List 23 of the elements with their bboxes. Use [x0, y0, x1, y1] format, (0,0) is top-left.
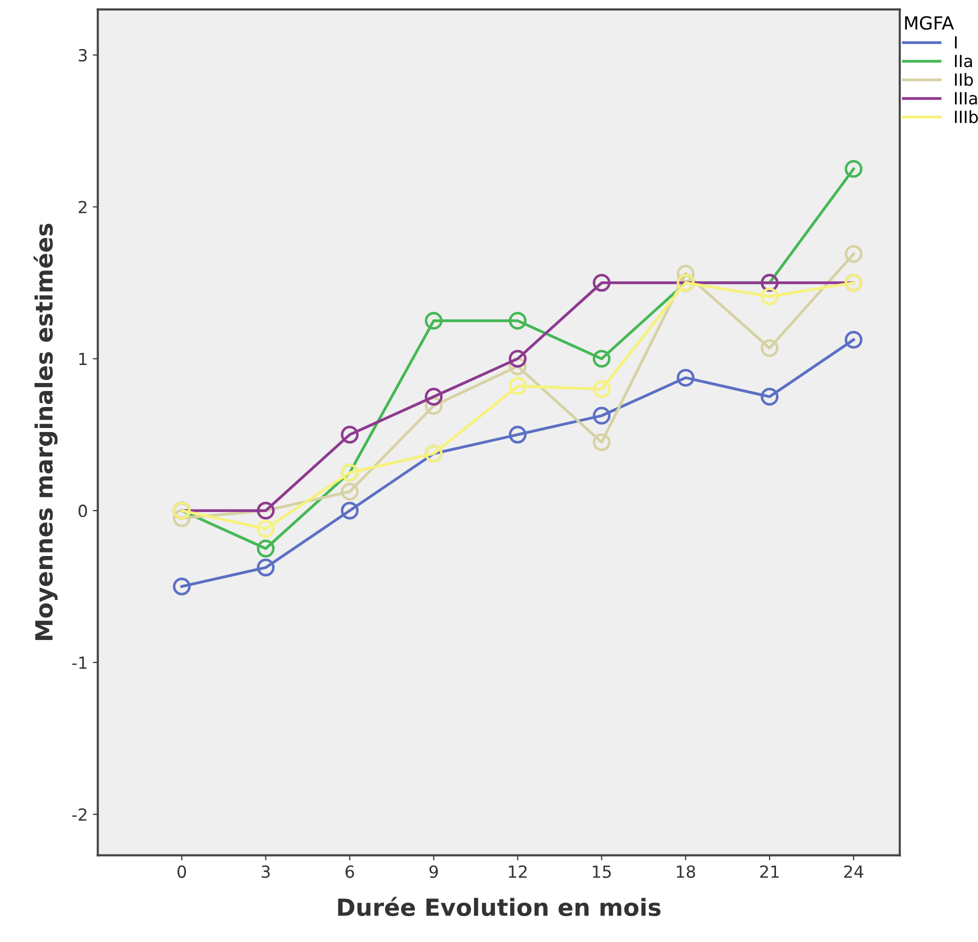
legend-label: IIIa	[955, 92, 977, 105]
x-tick-label: 9	[429, 865, 438, 878]
legend-label: IIb	[955, 73, 973, 86]
y-tick-label: 1	[79, 352, 87, 366]
x-tick-label: 3	[262, 865, 270, 878]
x-tick-label: 21	[760, 865, 779, 878]
x-tick-label: 6	[346, 865, 354, 878]
x-tick-label: 18	[676, 865, 696, 878]
y-tick-label: 2	[78, 200, 86, 214]
legend-title: MGFA	[905, 16, 954, 30]
x-tick-label: 24	[844, 865, 864, 878]
y-axis-title: Moyennes marginales estimées	[34, 224, 58, 640]
y-tick-label: 3	[78, 48, 87, 62]
y-tick-label: -2	[72, 808, 86, 821]
x-tick-label: 12	[508, 865, 527, 878]
legend-label: IIIb	[955, 110, 978, 124]
x-axis-title: Durée Evolution en mois	[338, 896, 660, 916]
legend-label: IIa	[955, 54, 972, 68]
y-tick-label: 0	[78, 504, 87, 518]
y-tick-label: -1	[72, 656, 87, 669]
legend-label: I	[955, 36, 957, 48]
x-tick-label: 15	[592, 866, 611, 878]
x-tick-label: 0	[178, 865, 186, 878]
